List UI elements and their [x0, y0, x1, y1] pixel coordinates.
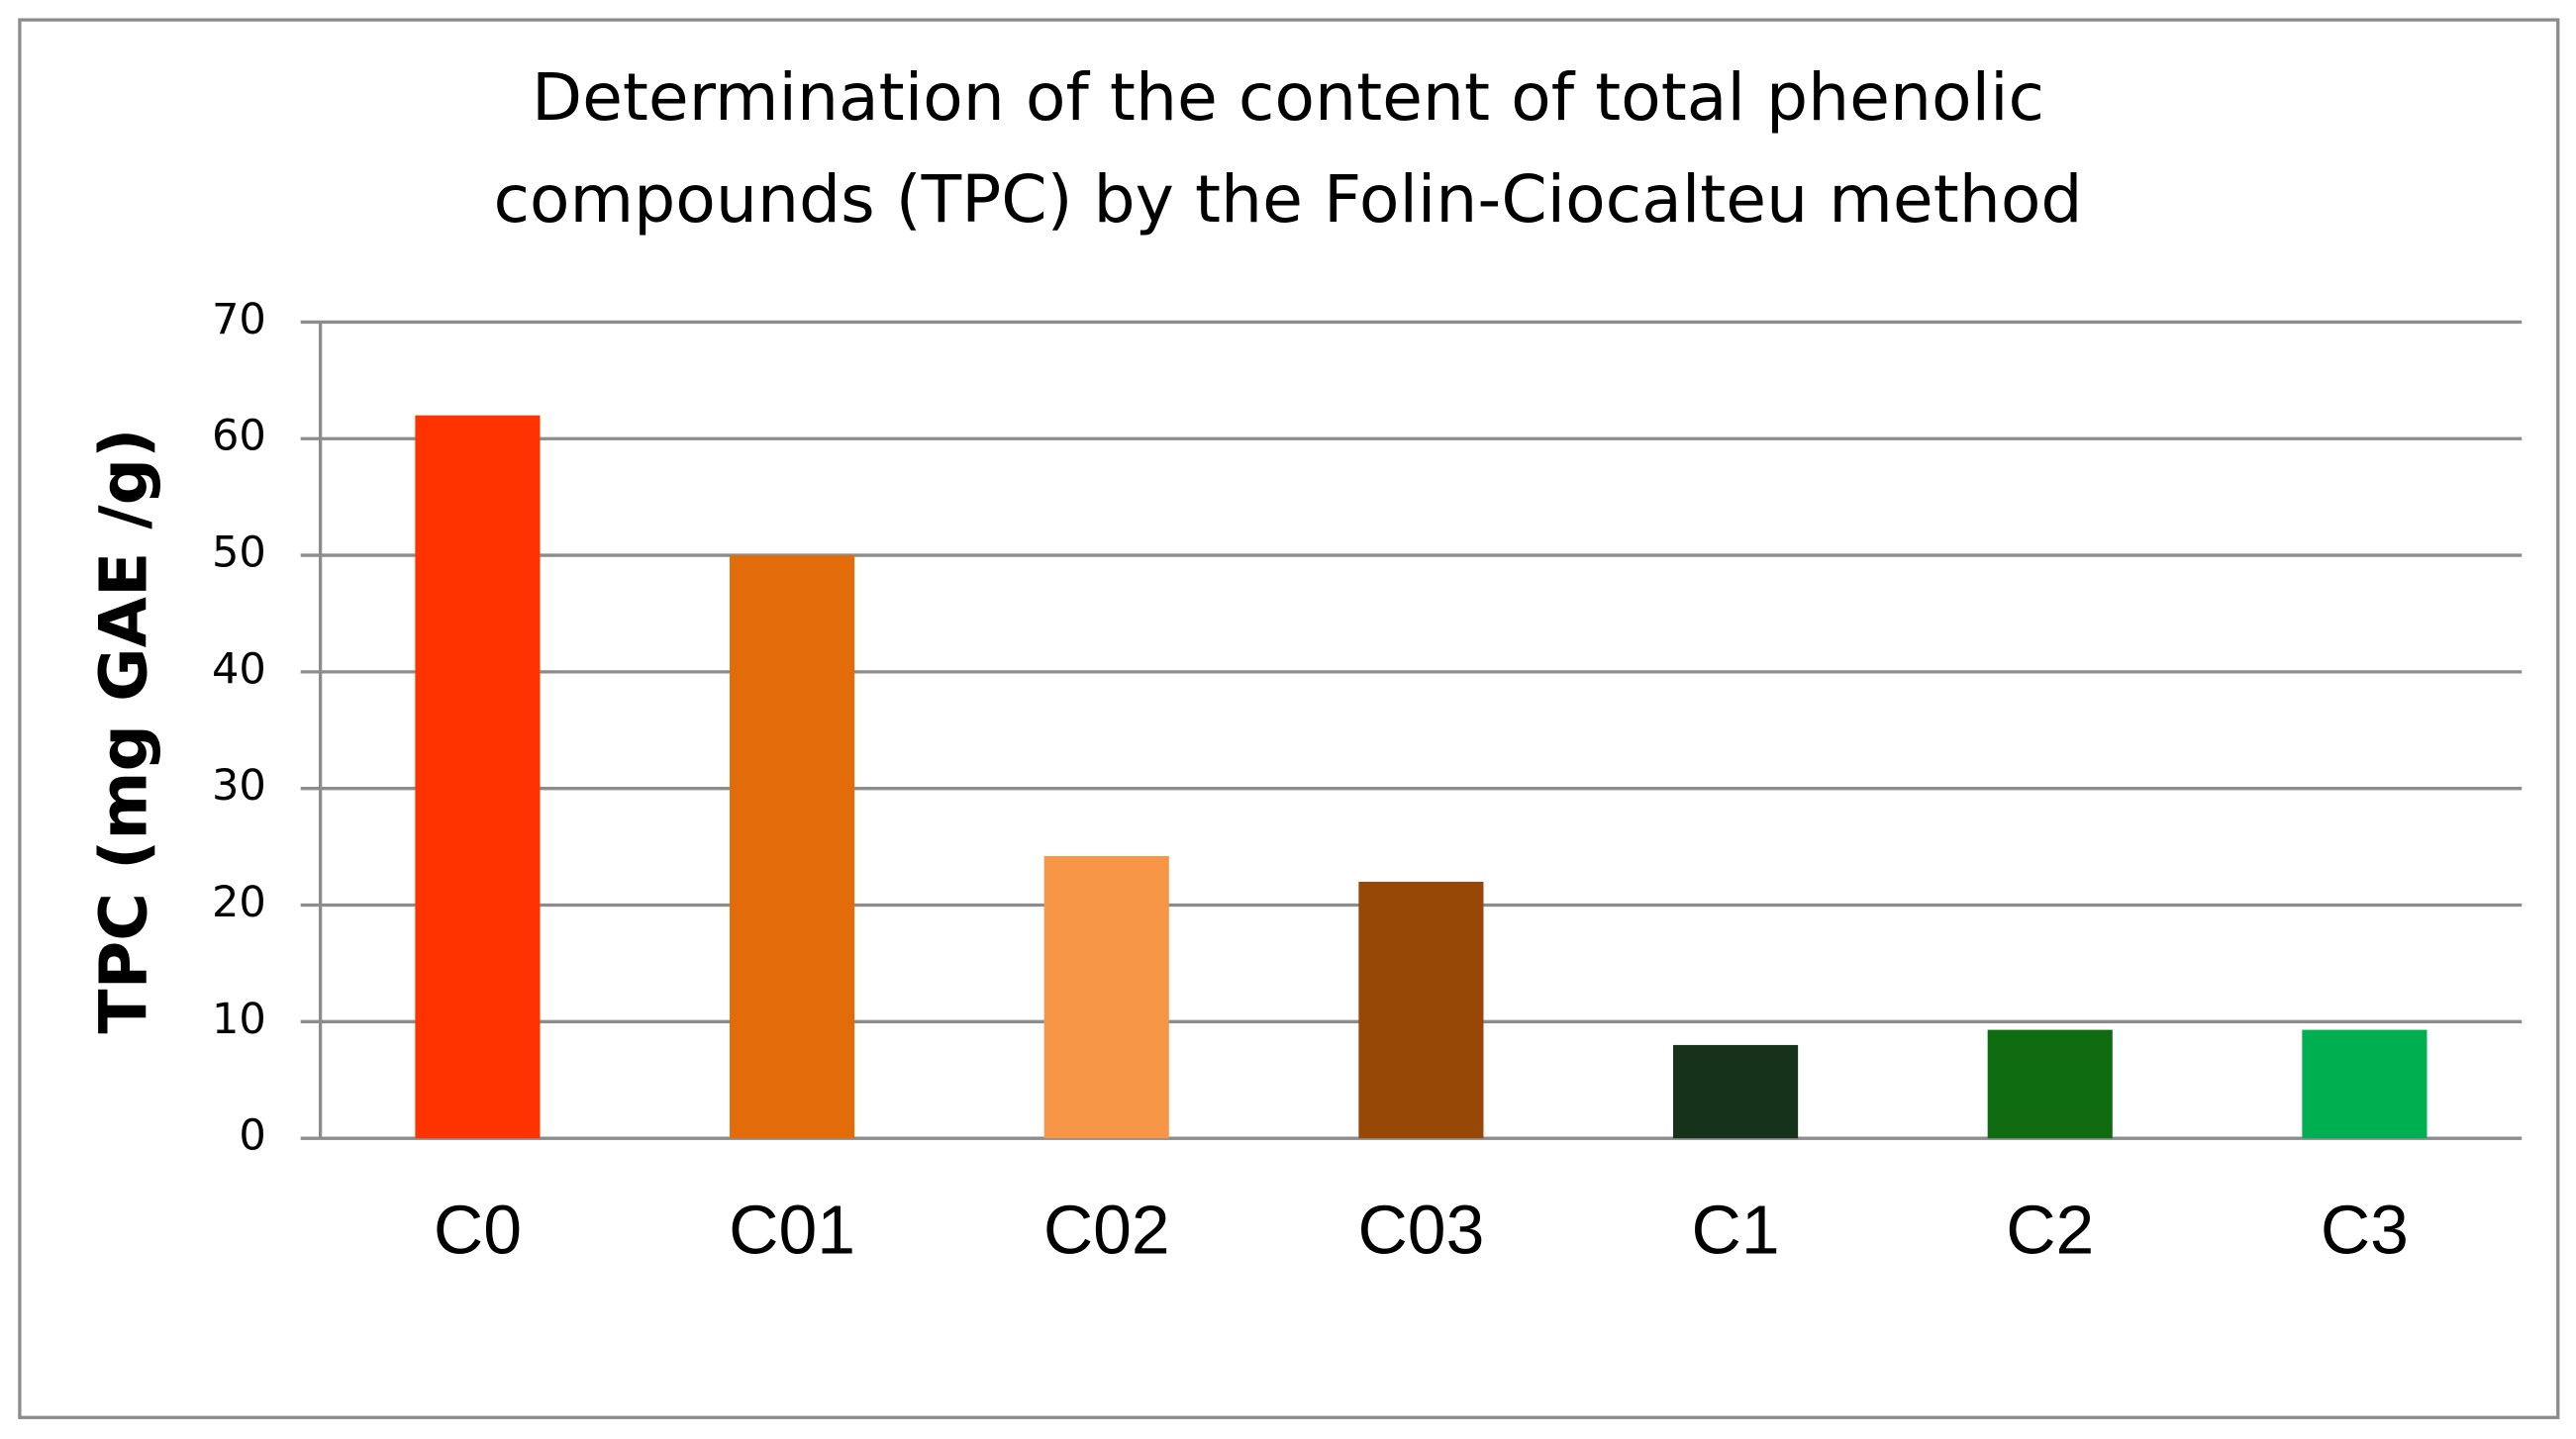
- y-tick-label: 20: [212, 878, 266, 927]
- bar: [1673, 1044, 1799, 1139]
- bar: [2302, 1029, 2427, 1139]
- bar: [1043, 856, 1169, 1139]
- y-tick-label: 60: [212, 412, 266, 461]
- chart-title: Determination of the content of total ph…: [532, 58, 2044, 136]
- y-tick-label: 0: [239, 1111, 265, 1161]
- y-tick-label: 10: [212, 995, 266, 1044]
- x-tick-label: C1: [1692, 1191, 1780, 1268]
- x-tick-label: C02: [1043, 1191, 1170, 1268]
- x-tick-label: C03: [1357, 1191, 1484, 1268]
- x-tick-label: C01: [729, 1191, 855, 1268]
- x-tick-label: C2: [2006, 1191, 2094, 1268]
- bar: [1358, 881, 1484, 1139]
- x-tick-label: C0: [434, 1191, 522, 1268]
- bar: [415, 415, 541, 1139]
- y-tick-label: 50: [212, 528, 266, 578]
- y-tick-label: 70: [212, 295, 266, 344]
- x-tick-label: C3: [2321, 1191, 2409, 1268]
- bar: [1987, 1029, 2113, 1139]
- y-tick-label: 40: [212, 644, 266, 694]
- y-axis-label: TPC (mg GAE /g): [84, 429, 161, 1034]
- y-tick-label: 30: [212, 761, 266, 811]
- chart-title: compounds (TPC) by the Folin-Ciocalteu m…: [493, 160, 2082, 238]
- bar: [730, 555, 855, 1139]
